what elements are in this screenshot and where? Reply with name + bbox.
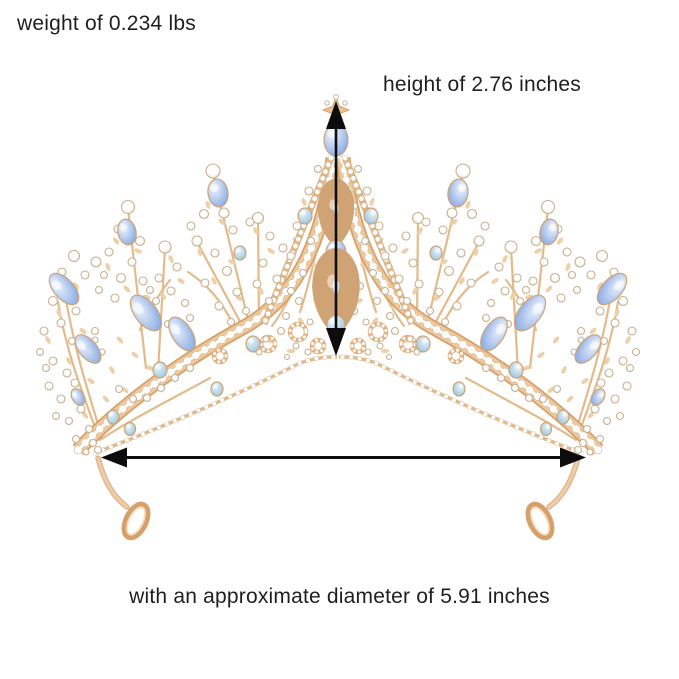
height-arrow-icon — [326, 101, 346, 356]
height-label: height of 2.76 inches — [383, 73, 582, 96]
diameter-arrow-icon — [101, 447, 586, 468]
tiara-body — [35, 94, 640, 542]
weight-label: weight of 0.234 lbs — [17, 12, 196, 35]
diameter-label: with an approximate diameter of 5.91 inc… — [129, 585, 550, 608]
